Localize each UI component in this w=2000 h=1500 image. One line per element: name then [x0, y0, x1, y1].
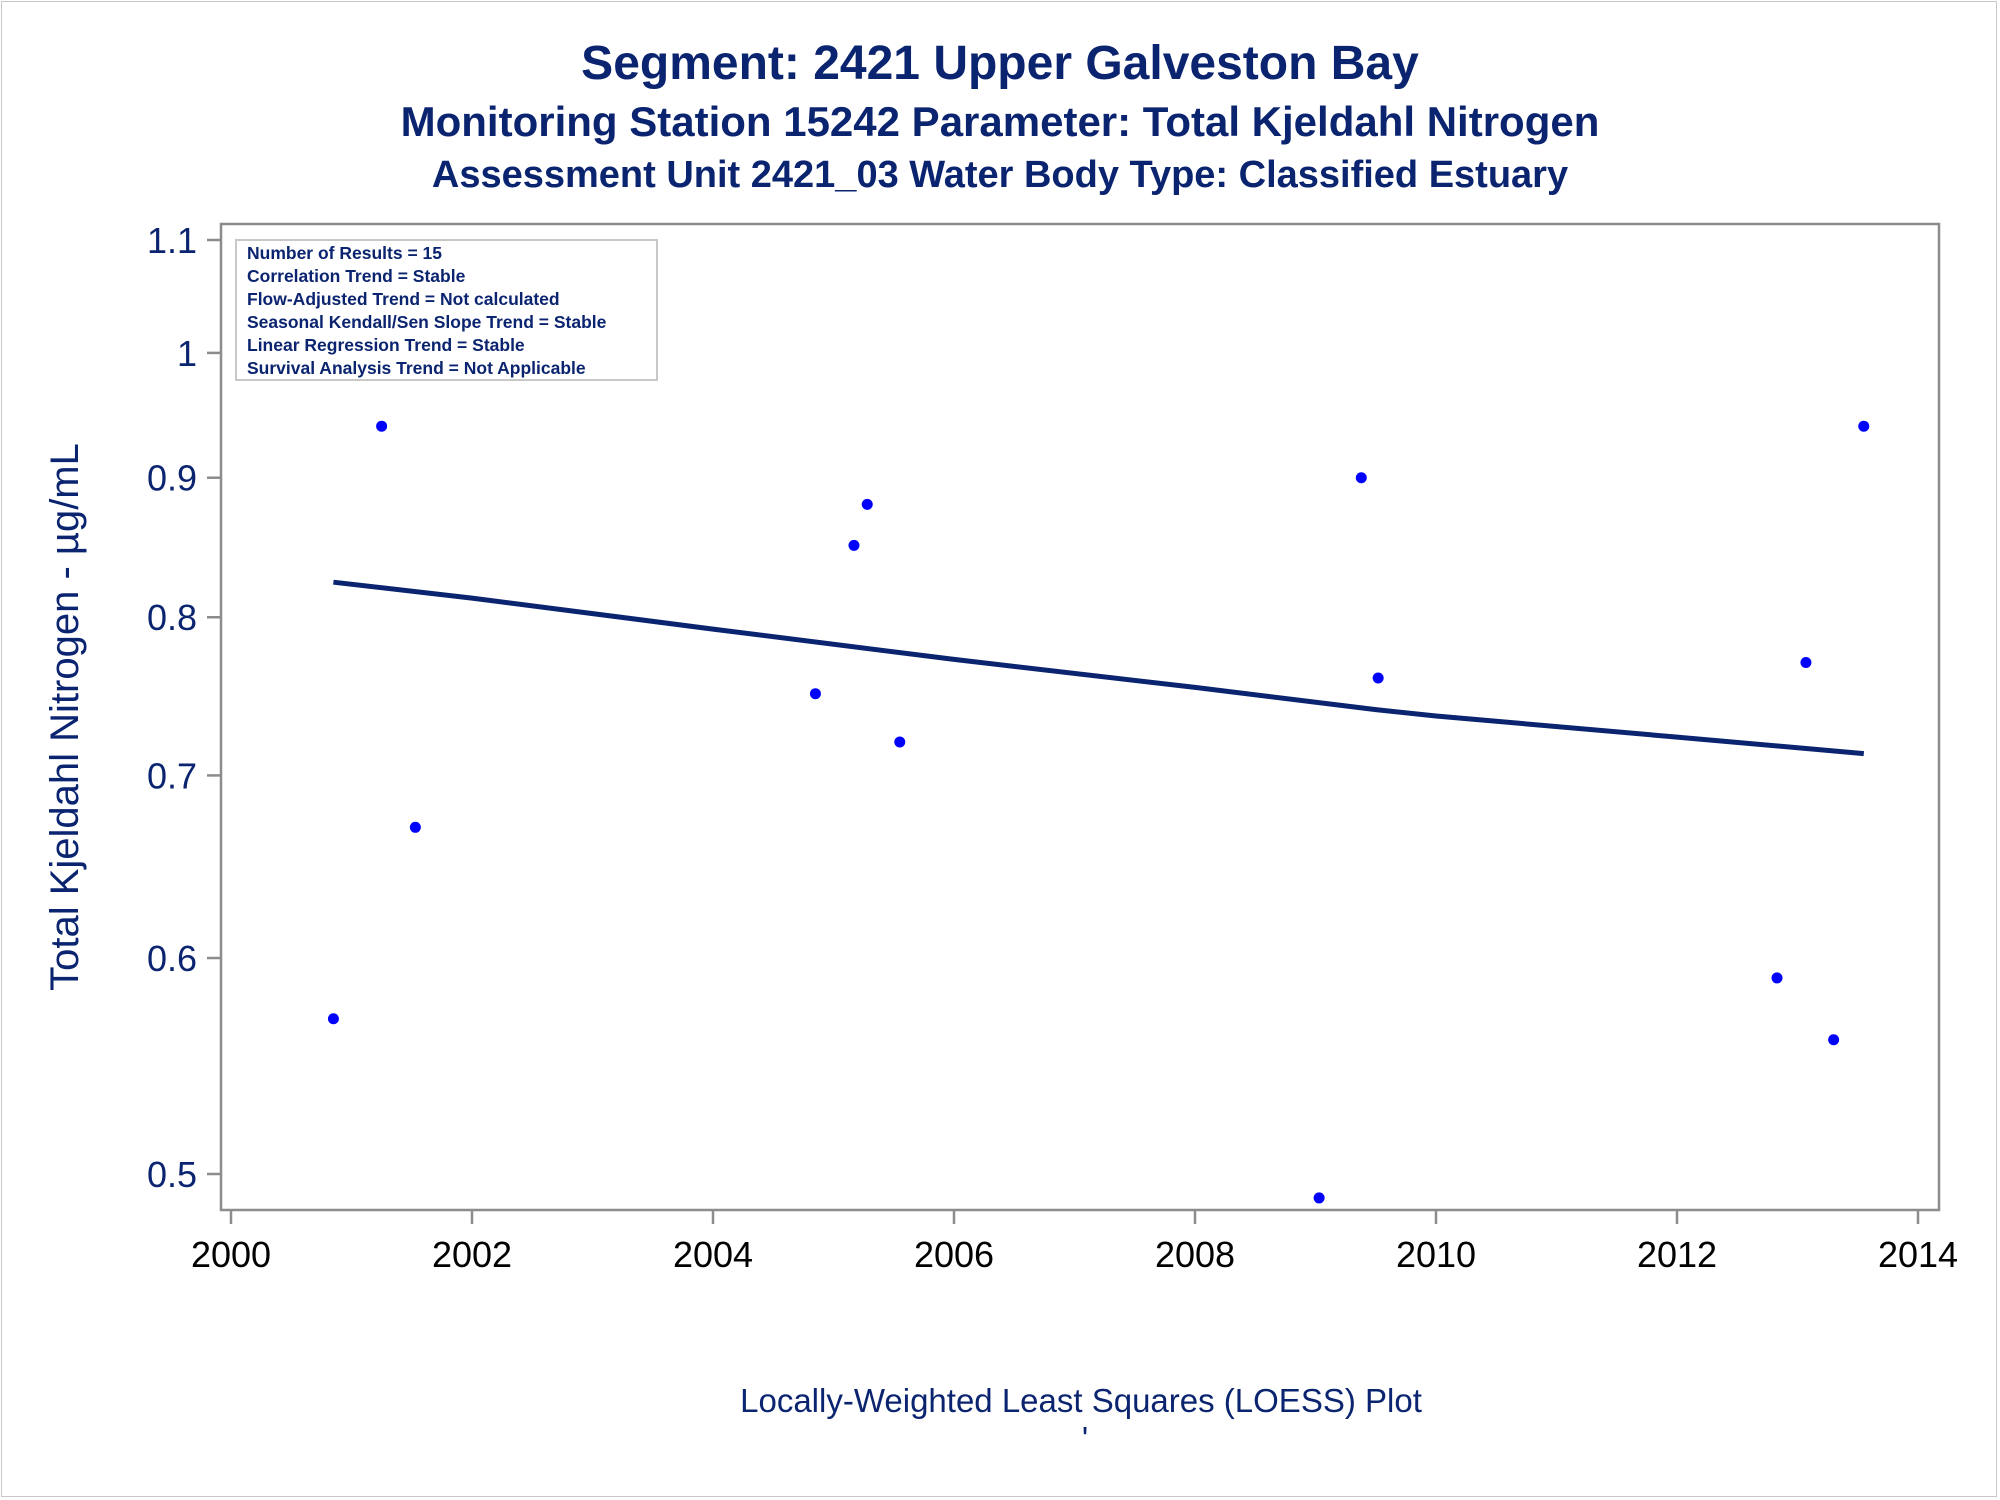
data-point — [1800, 657, 1812, 669]
data-point — [848, 539, 860, 551]
x-tick-label: 2008 — [1155, 1234, 1235, 1275]
x-axis-label: Locally-Weighted Least Squares (LOESS) P… — [740, 1382, 1422, 1419]
data-point — [376, 420, 388, 432]
data-point — [1858, 420, 1870, 432]
chart-title: Segment: 2421 Upper Galveston Bay — [581, 37, 1419, 90]
loess-trend-line — [333, 579, 1865, 757]
footnote-mark: ' — [1082, 1420, 1088, 1457]
data-point — [409, 821, 421, 833]
y-axis-label: Total Kjeldahl Nitrogen - µg/mL — [43, 443, 87, 991]
plot-area — [219, 222, 1941, 1212]
data-point — [1313, 1192, 1325, 1204]
chart-subtitle: Monitoring Station 15242 Parameter: Tota… — [400, 98, 1600, 145]
stats-box: Number of Results = 15 Correlation Trend… — [235, 239, 658, 381]
stat-survival-analysis-trend: Survival Analysis Trend = Not Applicable — [247, 358, 586, 378]
loess-trend-line-group — [333, 579, 1865, 757]
data-point — [1771, 972, 1783, 984]
stat-seasonal-kendall-trend: Seasonal Kendall/Sen Slope Trend = Stabl… — [247, 312, 607, 332]
y-tick-label: 0.6 — [147, 938, 197, 979]
x-tick-label: 2012 — [1637, 1234, 1717, 1275]
data-point — [327, 1013, 339, 1025]
data-point — [1828, 1034, 1840, 1046]
y-tick-label: 0.8 — [147, 597, 197, 638]
x-tick-label: 2010 — [1396, 1234, 1476, 1275]
x-tick-label: 2004 — [673, 1234, 753, 1275]
stat-linear-regression-trend: Linear Regression Trend = Stable — [247, 335, 525, 355]
stat-flow-adjusted-trend: Flow-Adjusted Trend = Not calculated — [247, 289, 560, 309]
data-point — [1372, 672, 1384, 684]
x-axis: 2000 2002 2004 2006 2008 2010 2012 2014 — [191, 1210, 1958, 1275]
data-point — [1355, 472, 1367, 484]
data-point — [809, 688, 821, 700]
y-axis: 0.5 0.6 0.7 0.8 0.9 1 1.1 — [147, 220, 221, 1195]
y-tick-label: 0.9 — [147, 458, 197, 499]
data-point — [894, 736, 906, 748]
x-tick-label: 2006 — [914, 1234, 994, 1275]
stat-number-of-results: Number of Results = 15 — [247, 243, 442, 263]
y-tick-label: 1.1 — [147, 220, 197, 261]
stats-box-frame — [235, 239, 658, 381]
x-tick-label: 2002 — [432, 1234, 512, 1275]
y-tick-label: 1 — [177, 333, 197, 374]
y-tick-label: 0.5 — [147, 1154, 197, 1195]
chart-subtitle-2: Assessment Unit 2421_03 Water Body Type:… — [431, 154, 1569, 196]
stat-correlation-trend: Correlation Trend = Stable — [247, 266, 466, 286]
y-tick-label: 0.7 — [147, 755, 197, 796]
x-tick-label: 2014 — [1878, 1234, 1958, 1275]
data-point — [861, 498, 873, 510]
x-tick-label: 2000 — [191, 1234, 271, 1275]
